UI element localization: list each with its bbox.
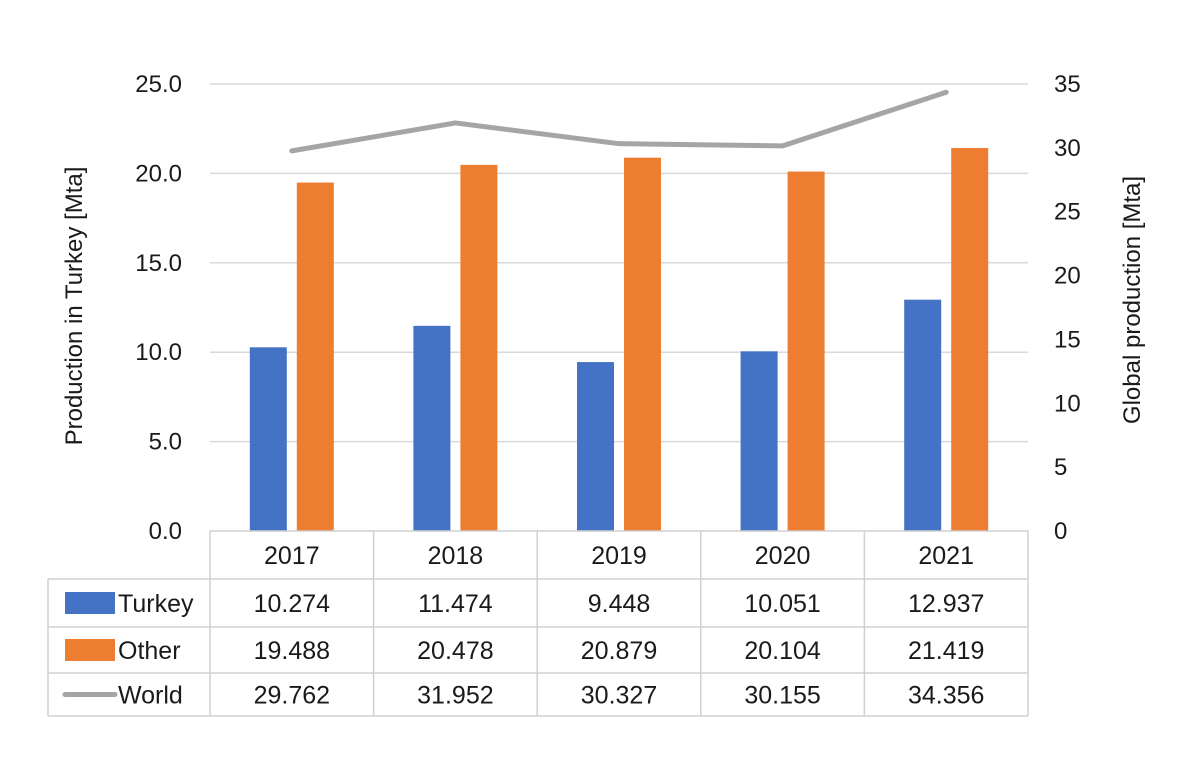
y2-tick-label: 0 [1054,518,1067,545]
data-label: 31.952 [417,682,493,710]
bar-turkey [577,362,614,531]
data-label: 30.155 [744,682,820,710]
left-axis-title: Production in Turkey [Mta] [61,167,88,446]
bar-other [951,148,989,532]
data-label: 29.762 [254,682,330,710]
bar-other [787,171,825,532]
legend-label-world: World [118,682,183,710]
bar-turkey [413,325,451,531]
y-tick-label: 0.0 [149,518,182,545]
y-tick-label: 5.0 [149,429,182,456]
y2-tick-label: 20 [1054,263,1081,290]
data-label: 20.879 [581,637,657,665]
data-label: 10.274 [254,590,331,618]
data-label: 9.448 [588,590,651,618]
gridlines [210,83,1028,443]
y-tick-label: 10.0 [135,339,182,366]
data-label: 20.478 [417,637,493,665]
y-tick-label: 15.0 [135,250,182,277]
data-label: 34.356 [908,682,984,710]
bar-turkey [249,347,287,531]
y2-tick-label: 35 [1054,71,1081,98]
bar-turkey [740,351,778,531]
legend-key-turkey [65,592,115,614]
data-table: 2017 2018 2019 2020 2021 Turkey 10.274 11.474 9.… [47,530,1029,717]
bar-other [624,157,661,532]
x-tick-label: 2018 [428,542,484,570]
y-tick-label: 25.0 [135,71,182,98]
y2-tick-label: 25 [1054,199,1081,226]
legend-label-turkey: Turkey [118,590,194,618]
bar-series [249,148,989,532]
line-series [289,89,949,154]
y2-tick-label: 10 [1054,390,1081,417]
data-label: 11.474 [418,590,493,618]
data-label: 19.488 [254,637,330,665]
y-tick-label: 20.0 [135,160,182,187]
data-label: 21.419 [908,637,984,665]
y2-tick-label: 30 [1054,135,1081,162]
left-axis-ticks: 0.0 5.0 10.0 15.0 20.0 25.0 [135,71,182,545]
x-tick-label: 2017 [264,542,320,570]
bar-other [296,182,334,531]
legend-label-other: Other [118,637,181,665]
bar-other [460,164,498,531]
data-label: 10.051 [744,590,820,618]
data-label: 30.327 [581,682,657,710]
right-axis-ticks: 0 5 10 15 20 25 30 35 [1054,71,1081,545]
x-tick-label: 2020 [755,542,811,570]
bar-turkey [904,299,942,531]
x-tick-label: 2019 [591,542,647,570]
legend-key-other [65,639,115,661]
right-axis-title: Global production [Mta] [1119,176,1146,424]
data-label: 20.104 [744,637,821,665]
line-world [289,89,949,154]
y2-tick-label: 15 [1054,326,1081,353]
x-tick-label: 2021 [918,542,974,570]
y2-tick-label: 5 [1054,454,1067,481]
data-label: 12.937 [908,590,984,618]
